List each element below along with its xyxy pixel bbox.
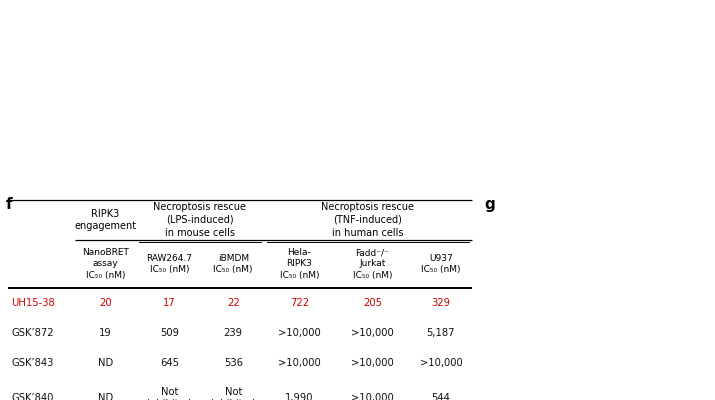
Text: >10,000: >10,000	[351, 393, 394, 400]
Text: >10,000: >10,000	[351, 358, 394, 368]
Text: U937
IC₅₀ (nM): U937 IC₅₀ (nM)	[421, 254, 460, 274]
Text: GSK’843: GSK’843	[11, 358, 54, 368]
Text: 239: 239	[224, 328, 242, 338]
Text: 544: 544	[431, 393, 450, 400]
Text: NanoBRET
assay
IC₅₀ (nM): NanoBRET assay IC₅₀ (nM)	[82, 248, 129, 280]
Text: 5,187: 5,187	[427, 328, 455, 338]
Text: RAW264.7
IC₅₀ (nM): RAW264.7 IC₅₀ (nM)	[147, 254, 192, 274]
Text: Necroptosis rescue
(TNF-induced)
in human cells: Necroptosis rescue (TNF-induced) in huma…	[321, 202, 415, 238]
Text: 19: 19	[99, 328, 112, 338]
Text: Hela-
RIPK3
IC₅₀ (nM): Hela- RIPK3 IC₅₀ (nM)	[280, 248, 319, 280]
Text: Fadd⁻/⁻
Jurkat
IC₅₀ (nM): Fadd⁻/⁻ Jurkat IC₅₀ (nM)	[352, 248, 392, 280]
Text: Not
inhibited: Not inhibited	[147, 387, 192, 400]
Text: GSK’840: GSK’840	[11, 393, 54, 400]
Text: ND: ND	[98, 393, 113, 400]
Text: 22: 22	[227, 298, 240, 308]
Text: Necroptosis rescue
(LPS-induced)
in mouse cells: Necroptosis rescue (LPS-induced) in mous…	[153, 202, 247, 238]
Text: >10,000: >10,000	[351, 328, 394, 338]
Text: 1,990: 1,990	[285, 393, 314, 400]
Text: UH15-38: UH15-38	[11, 298, 55, 308]
Text: >10,000: >10,000	[278, 358, 321, 368]
Text: 509: 509	[159, 328, 179, 338]
Text: 17: 17	[163, 298, 176, 308]
Text: 536: 536	[224, 358, 242, 368]
Text: RIPK3
engagement: RIPK3 engagement	[74, 209, 137, 231]
Text: 645: 645	[159, 358, 179, 368]
Text: ND: ND	[98, 358, 113, 368]
Text: Not
inhibited: Not inhibited	[211, 387, 255, 400]
Text: iBMDM
IC₅₀ (nM): iBMDM IC₅₀ (nM)	[214, 254, 253, 274]
Text: 205: 205	[363, 298, 382, 308]
Text: 722: 722	[290, 298, 309, 308]
Text: 20: 20	[99, 298, 112, 308]
Text: >10,000: >10,000	[420, 358, 463, 368]
Text: >10,000: >10,000	[278, 328, 321, 338]
Text: f: f	[6, 197, 13, 212]
Text: g: g	[484, 197, 495, 212]
Text: 329: 329	[431, 298, 450, 308]
Text: GSK’872: GSK’872	[11, 328, 54, 338]
